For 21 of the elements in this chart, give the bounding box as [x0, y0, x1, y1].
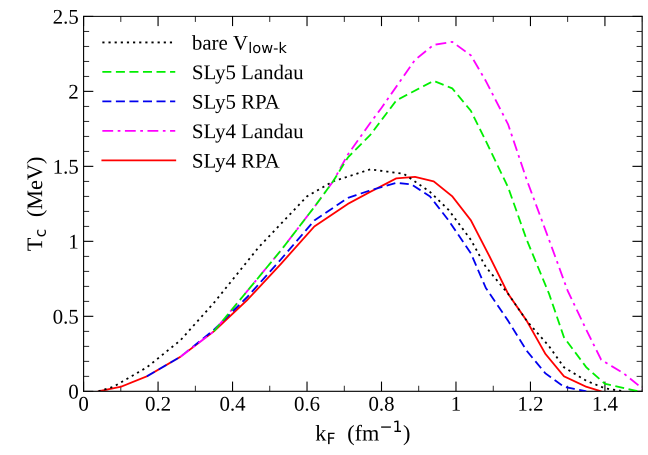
x-tick-label: 0.4 — [220, 396, 246, 411]
y-axis-title: T$_{c}$ (MeV) — [26, 158, 47, 251]
y-tick-label: 0.5 — [53, 310, 78, 324]
x-tick-label: 0.2 — [146, 396, 170, 411]
y-tick-label: 1 — [70, 234, 78, 249]
x-tick-label: 1.4 — [594, 396, 618, 411]
y-tick-label: 1.5 — [54, 160, 78, 174]
y-tick-label: 0 — [69, 384, 78, 399]
legend-label: SLy4 RPA — [193, 154, 280, 172]
y-tick-label: 2 — [69, 84, 78, 99]
legend-label: SLy5 RPA — [193, 94, 280, 114]
x-axis-title: k$_{F}$ (fm$^{−1}$) — [316, 420, 410, 446]
x-tick-label: 1 — [452, 396, 460, 411]
x-tick-label: 1.2 — [519, 396, 542, 411]
legend-label: bare V$_{low-k}$ — [192, 35, 287, 54]
legend-label: SLy4 Landau — [193, 124, 304, 143]
x-tick-label: 0 — [79, 396, 88, 411]
legend-label: SLy5 Landau — [193, 64, 304, 84]
x-tick-label: 0.8 — [369, 396, 394, 411]
x-tick-label: 0.6 — [294, 396, 320, 411]
y-tick-label: 2.5 — [54, 10, 78, 24]
